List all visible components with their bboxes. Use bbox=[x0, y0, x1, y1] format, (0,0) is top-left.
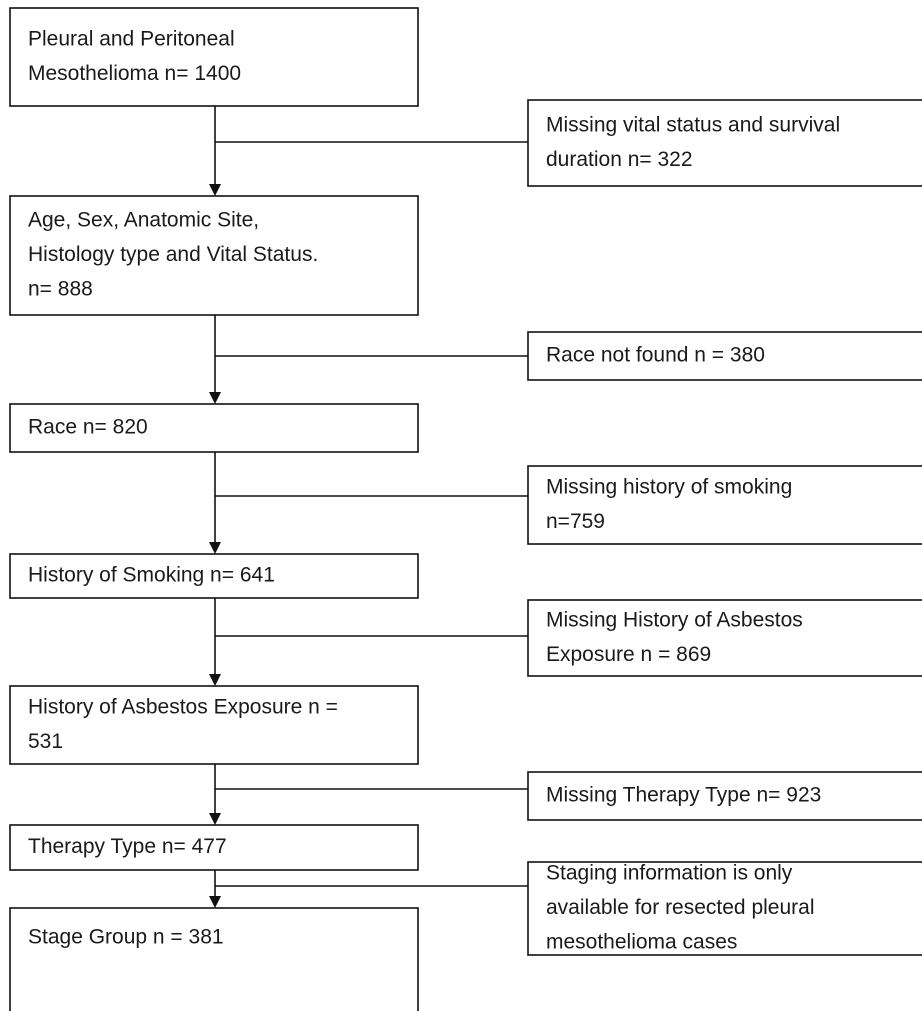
box-text: Histology type and Vital Status. bbox=[28, 243, 318, 266]
step-box bbox=[9, 685, 419, 765]
arrowhead bbox=[209, 813, 221, 825]
box-text: duration n= 322 bbox=[546, 148, 693, 171]
box-text: available for resected pleural bbox=[546, 896, 815, 919]
box-text: Missing vital status and survival bbox=[546, 113, 840, 136]
arrowhead bbox=[209, 674, 221, 686]
box-text: Staging information is only bbox=[546, 862, 793, 885]
box-text: 531 bbox=[28, 730, 63, 753]
step-box bbox=[9, 824, 419, 871]
box-text: Age, Sex, Anatomic Site, bbox=[28, 209, 259, 232]
exclusion-box bbox=[527, 465, 922, 545]
box-text: Stage Group n = 381 bbox=[28, 926, 224, 949]
box-text: n=759 bbox=[546, 510, 605, 533]
box-text: n= 888 bbox=[28, 278, 93, 301]
arrowhead bbox=[209, 896, 221, 908]
box-text: Missing History of Asbestos bbox=[546, 608, 803, 631]
step-box bbox=[9, 7, 419, 107]
exclusion-box bbox=[527, 331, 922, 381]
arrowhead bbox=[209, 542, 221, 554]
arrowhead bbox=[209, 184, 221, 196]
box-text: Race not found n = 380 bbox=[546, 344, 765, 367]
step-box bbox=[9, 907, 419, 1011]
arrowhead bbox=[209, 392, 221, 404]
step-box bbox=[9, 403, 419, 453]
box-text: Race n= 820 bbox=[28, 416, 148, 439]
box-text: mesothelioma cases bbox=[546, 931, 737, 954]
step-box bbox=[9, 553, 419, 599]
box-text: History of Smoking n= 641 bbox=[28, 564, 275, 587]
box-text: Mesothelioma n= 1400 bbox=[28, 62, 241, 85]
box-text: Missing history of smoking bbox=[546, 475, 792, 498]
exclusion-box bbox=[527, 599, 922, 677]
box-text: History of Asbestos Exposure n = bbox=[28, 695, 338, 718]
box-text: Exposure n = 869 bbox=[546, 643, 711, 666]
step-box bbox=[9, 195, 419, 316]
box-text: Therapy Type n= 477 bbox=[28, 835, 227, 858]
box-text: Pleural and Peritoneal bbox=[28, 27, 235, 50]
exclusion-box bbox=[527, 861, 922, 956]
exclusion-box bbox=[527, 99, 922, 187]
exclusion-box bbox=[527, 771, 922, 821]
box-text: Missing Therapy Type n= 923 bbox=[546, 784, 821, 807]
